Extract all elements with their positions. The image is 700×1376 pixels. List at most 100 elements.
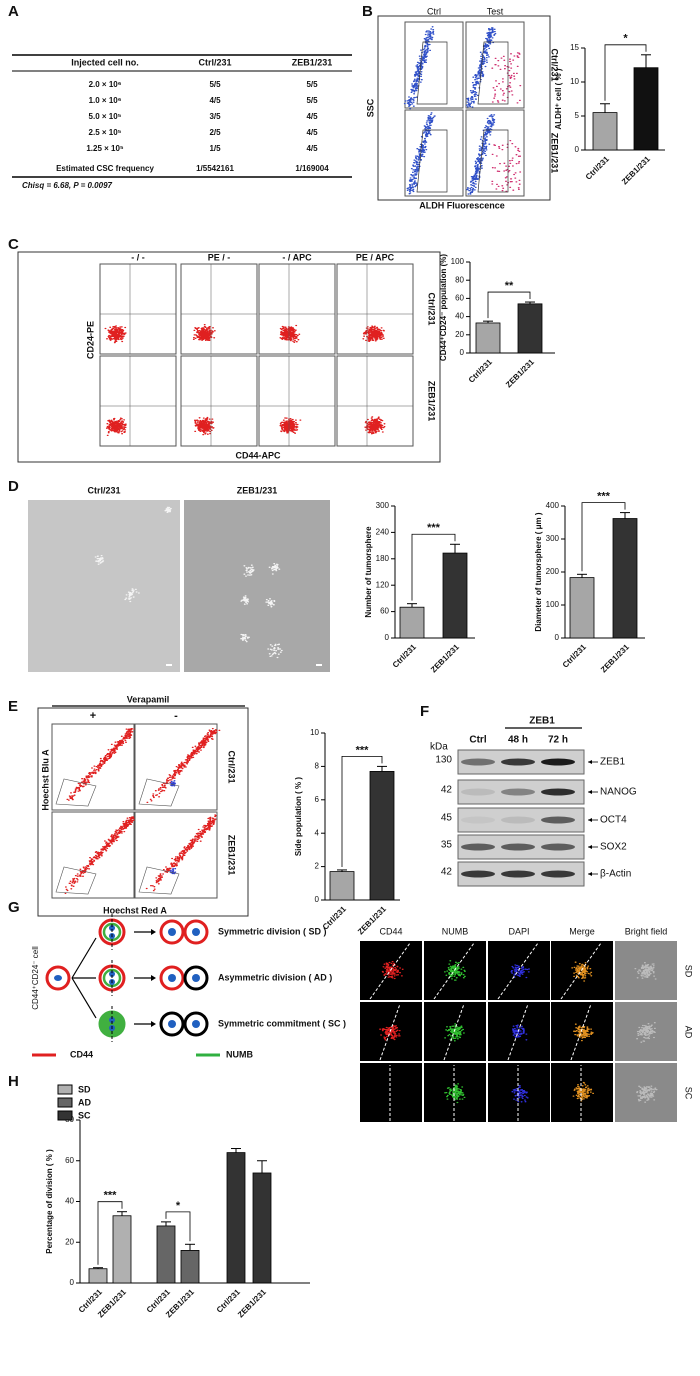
bar xyxy=(112,1215,132,1284)
scale-bar xyxy=(166,664,172,666)
significance: * xyxy=(623,33,628,45)
band xyxy=(461,788,495,796)
arrowhead xyxy=(588,845,592,849)
y-tick-label: 300 xyxy=(376,501,390,510)
kda: 35 xyxy=(441,840,453,851)
lane-label: 48 h xyxy=(508,735,528,746)
column-label: DAPI xyxy=(508,926,529,936)
y-axis-label: Diameter of tumorsphere ( μm ) xyxy=(534,512,543,631)
panel-label: F xyxy=(420,703,429,720)
y-tick-label: 2 xyxy=(315,862,320,871)
table-cell: 4/5 xyxy=(306,112,318,121)
y-axis-label: Side population ( % ) xyxy=(294,777,303,856)
cell-label: CD44⁺CD24⁻ cell xyxy=(31,946,40,1010)
y-tick-label: 20 xyxy=(455,330,464,339)
column-label: PE / - xyxy=(208,252,231,262)
column-label: - / - xyxy=(131,252,145,262)
legend-label: NUMB xyxy=(226,1049,253,1059)
column-label: NUMB xyxy=(442,926,469,936)
row-label: SC xyxy=(684,1087,694,1100)
gate xyxy=(477,41,509,105)
row-label: ZEB1/231 xyxy=(550,133,560,174)
legend-swatch xyxy=(57,1084,73,1095)
kda: 42 xyxy=(441,785,453,796)
y-tick-label: 100 xyxy=(546,600,560,609)
significance-bracket xyxy=(341,756,383,867)
significance-bracket xyxy=(165,1211,191,1242)
y-tick-label: 80 xyxy=(455,275,464,284)
x-tick-label: ZEB1/231 xyxy=(236,1287,268,1319)
flow-dots xyxy=(403,26,435,110)
protein: SOX2 xyxy=(600,842,627,853)
band xyxy=(541,788,575,796)
stain xyxy=(573,1023,594,1042)
division-plane xyxy=(560,942,602,1000)
stain xyxy=(379,1025,401,1041)
y-tick-label: 40 xyxy=(455,312,464,321)
x-tick-label: Ctrl/231 xyxy=(584,154,612,182)
nucleus xyxy=(192,928,200,936)
nucleus xyxy=(192,1020,200,1028)
bar xyxy=(88,1268,108,1284)
arrowhead xyxy=(151,1021,156,1027)
bar xyxy=(226,1152,246,1284)
significance: *** xyxy=(104,1190,118,1202)
kda: 42 xyxy=(441,867,453,878)
nucleus xyxy=(54,975,62,981)
row-label: ZEB1/231 xyxy=(427,381,437,422)
outcome: Symmetric division ( SD ) xyxy=(218,926,327,936)
column-label: CD44 xyxy=(379,926,402,936)
y-axis-label: Percentage of division ( % ) xyxy=(45,1149,54,1254)
bar xyxy=(517,303,543,354)
bar xyxy=(399,606,425,639)
y-tick-label: 5 xyxy=(575,111,580,120)
bar xyxy=(252,1172,272,1284)
band xyxy=(501,870,535,878)
panel-label: G xyxy=(8,899,20,916)
frame xyxy=(99,355,177,447)
flow-dots xyxy=(105,417,127,437)
row-label: AD xyxy=(684,1026,694,1039)
y-tick-label: 10 xyxy=(570,77,579,86)
micrograph xyxy=(360,1063,422,1122)
panel-label: A xyxy=(8,3,19,20)
column-label: Merge xyxy=(569,926,595,936)
arrowhead xyxy=(588,818,592,822)
cell-cluster xyxy=(124,588,140,603)
flow-dots xyxy=(146,727,221,804)
table-cell: 1/5 xyxy=(209,144,221,153)
x-tick-label: ZEB1/231 xyxy=(504,357,536,389)
cell-cluster xyxy=(164,506,172,514)
y-axis-label: CD44⁺CD24⁻ population (%) xyxy=(439,254,448,361)
y-tick-label: 0 xyxy=(555,633,560,642)
column-label: ZEB1/231 xyxy=(237,485,278,495)
frame xyxy=(258,355,336,447)
band xyxy=(541,843,575,851)
y-tick-label: 180 xyxy=(376,554,390,563)
significance: *** xyxy=(427,522,441,534)
table-cell: 1.0 × 10⁶ xyxy=(89,96,122,105)
protein: NANOG xyxy=(600,787,637,798)
nucleus xyxy=(109,971,115,977)
flow-dots xyxy=(145,814,217,892)
gate xyxy=(138,866,180,895)
y-tick-label: 10 xyxy=(310,728,319,737)
significance-bracket xyxy=(487,291,531,319)
x-tick-label: Ctrl/231 xyxy=(467,357,495,385)
band xyxy=(461,758,495,766)
table-cell: 5/5 xyxy=(306,80,318,89)
micrograph xyxy=(28,500,180,672)
stain xyxy=(636,1022,656,1043)
band xyxy=(541,816,575,824)
row-label: Ctrl/231 xyxy=(227,750,237,783)
cell-cluster xyxy=(240,595,250,605)
x-tick-label: ZEB1/231 xyxy=(429,642,461,674)
y-tick-label: 0 xyxy=(385,633,390,642)
significance-bracket xyxy=(604,44,647,101)
arrowhead xyxy=(588,872,592,876)
y-tick-label: 0 xyxy=(315,895,320,904)
band xyxy=(501,843,535,851)
row-label: SD xyxy=(684,965,694,978)
row-label: Ctrl/231 xyxy=(427,292,437,325)
